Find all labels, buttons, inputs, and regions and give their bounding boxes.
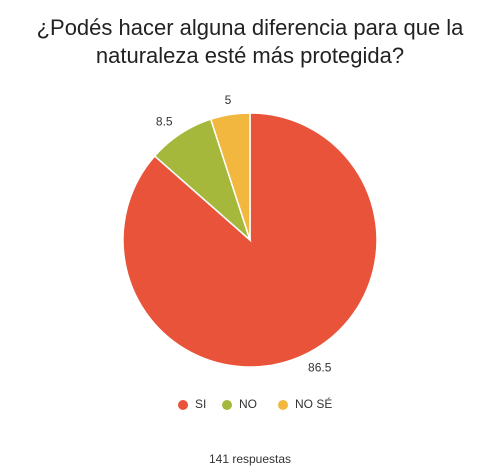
chart-title: ¿Podés hacer alguna diferencia para que …: [36, 15, 464, 68]
value-label: 5: [225, 93, 232, 107]
legend-swatch: [178, 400, 188, 410]
pie-slice: [209, 112, 251, 241]
footer: 141 respuestas: [209, 452, 291, 466]
legend-label: NO: [239, 397, 257, 411]
value-label: 86.5: [308, 361, 332, 375]
legend-label: SI: [195, 397, 206, 411]
legend-label: NO SÉ: [295, 396, 332, 411]
value-label: 8.5: [156, 114, 173, 128]
legend-swatch: [222, 400, 232, 410]
legend-swatch: [278, 400, 288, 410]
